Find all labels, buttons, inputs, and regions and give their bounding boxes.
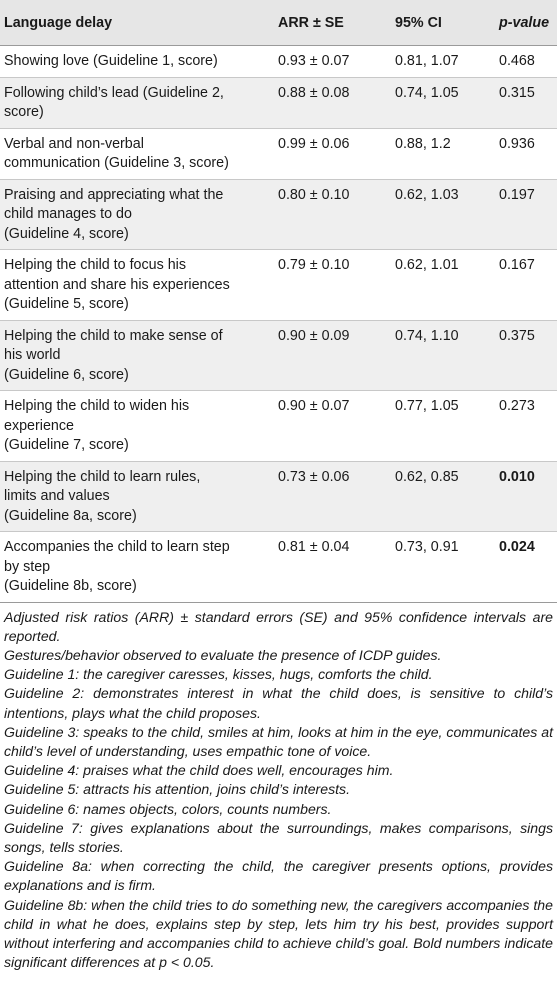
header-95-ci: 95% CI: [391, 0, 495, 46]
p-value-cell: 0.167: [495, 249, 557, 321]
table-row: Praising and appreciating what the child …: [0, 179, 557, 250]
table-row: Accompanies the child to learn step by st…: [0, 531, 557, 603]
table-row: Following child’s lead (Guideline 2, scor…: [0, 77, 557, 129]
row-label-line: Helping the child to make sense of: [4, 327, 223, 344]
row-label: Praising and appreciating what the child …: [0, 179, 274, 250]
language-delay-table: Language delay ARR ± SE 95% CI p-value S…: [0, 0, 557, 603]
arr-se-cell: 0.88 ± 0.08: [274, 77, 391, 129]
p-value-cell: 0.315: [495, 77, 557, 129]
footnote: Adjusted risk ratios (ARR) ± standard er…: [4, 608, 553, 644]
row-label-line: Helping the child to widen his: [4, 398, 190, 414]
footnote: Guideline 8b: when the child tries to do…: [4, 896, 553, 971]
row-label-line: (Guideline 7, score): [4, 437, 129, 453]
arr-se-cell: 0.99 ± 0.06: [274, 128, 391, 180]
row-label-line: his world: [4, 347, 61, 363]
table-row: Helping the child to learn rules, limits …: [0, 461, 557, 532]
row-label-line: score): [4, 104, 44, 120]
row-label-line: (Guideline 6, score): [4, 366, 129, 383]
footnote: Guideline 7: gives explanations about th…: [4, 819, 553, 855]
footnote: Guideline 3: speaks to the child, smiles…: [4, 723, 553, 759]
row-label: Verbal and non-verbal communication (Guid…: [0, 128, 274, 180]
row-label-line: experience: [4, 417, 74, 434]
ci-cell: 0.88, 1.2: [391, 128, 495, 180]
footnote: Guideline 1: the caregiver caresses, kis…: [4, 666, 433, 683]
row-label-line: Showing love (Guideline 1, score): [4, 53, 218, 69]
ci-cell: 0.74, 1.10: [391, 320, 495, 391]
row-label-line: limits and values: [4, 488, 110, 504]
row-label-line: (Guideline 4, score): [4, 225, 129, 242]
table-row: Helping the child to focus his attention …: [0, 249, 557, 321]
header-arr-se: ARR ± SE: [274, 0, 391, 46]
row-label: Accompanies the child to learn step by st…: [0, 531, 274, 603]
ci-cell: 0.77, 1.05: [391, 390, 495, 462]
table-row: Verbal and non-verbal communication (Guid…: [0, 128, 557, 180]
arr-se-cell: 0.93 ± 0.07: [274, 45, 391, 78]
footnote: Guideline 5: attracts his attention, joi…: [4, 781, 350, 798]
row-label: Helping the child to make sense of his wo…: [0, 320, 274, 391]
arr-se-cell: 0.80 ± 0.10: [274, 179, 391, 250]
footnote: Guideline 2: demonstrates interest in wh…: [4, 685, 553, 721]
row-label: Following child’s lead (Guideline 2, scor…: [0, 77, 274, 129]
p-value-cell: 0.273: [495, 390, 557, 462]
row-label-line: (Guideline 8b, score): [4, 578, 137, 594]
row-label-line: by step: [4, 558, 51, 575]
ci-cell: 0.62, 0.85: [391, 461, 495, 532]
footnote: Gestures/behavior observed to evaluate t…: [4, 646, 442, 663]
row-label-line: attention and share his experiences: [4, 276, 230, 293]
ci-cell: 0.81, 1.07: [391, 45, 495, 78]
footnote: Guideline 4: praises what the child does…: [4, 762, 394, 779]
p-value-cell: 0.468: [495, 45, 557, 78]
table-header-row: Language delay ARR ± SE 95% CI p-value: [0, 0, 557, 46]
row-label-line: Helping the child to learn rules,: [4, 468, 201, 485]
p-value-cell: 0.024: [495, 531, 557, 603]
p-value-cell: 0.375: [495, 320, 557, 391]
p-value-cell: 0.010: [495, 461, 557, 532]
arr-se-cell: 0.73 ± 0.06: [274, 461, 391, 532]
arr-se-cell: 0.81 ± 0.04: [274, 531, 391, 603]
arr-se-cell: 0.90 ± 0.09: [274, 320, 391, 391]
row-label-line: Following child’s lead (Guideline 2,: [4, 84, 224, 101]
row-label: Helping the child to learn rules, limits …: [0, 461, 274, 532]
ci-cell: 0.62, 1.01: [391, 249, 495, 321]
ci-cell: 0.73, 0.91: [391, 531, 495, 603]
row-label: Helping the child to focus his attention …: [0, 249, 274, 321]
row-label-line: Praising and appreciating what the: [4, 186, 224, 203]
p-value-cell: 0.936: [495, 128, 557, 180]
p-value-cell: 0.197: [495, 179, 557, 250]
row-label-line: Verbal and non-verbal: [4, 135, 144, 152]
table-row: Helping the child to widen his experience…: [0, 390, 557, 462]
table-row: Helping the child to make sense of his wo…: [0, 320, 557, 391]
row-label-line: (Guideline 5, score): [4, 296, 129, 312]
footnote: Guideline 8a: when correcting the child,…: [4, 858, 553, 894]
row-label: Showing love (Guideline 1, score): [0, 45, 274, 78]
row-label-line: child manages to do: [4, 206, 132, 222]
table-row: Showing love (Guideline 1, score) 0.93 ± …: [0, 45, 557, 78]
row-label-line: communication (Guideline 3, score): [4, 155, 229, 171]
ci-cell: 0.74, 1.05: [391, 77, 495, 129]
arr-se-cell: 0.79 ± 0.10: [274, 249, 391, 321]
row-label-line: Accompanies the child to learn step: [4, 539, 230, 555]
footnote: Guideline 6: names objects, colors, coun…: [4, 800, 332, 817]
header-language-delay: Language delay: [0, 0, 274, 46]
ci-cell: 0.62, 1.03: [391, 179, 495, 250]
arr-se-cell: 0.90 ± 0.07: [274, 390, 391, 462]
row-label-line: (Guideline 8a, score): [4, 507, 137, 524]
row-label: Helping the child to widen his experience…: [0, 390, 274, 462]
table-footnotes: Adjusted risk ratios (ARR) ± standard er…: [0, 603, 557, 973]
header-p-value: p-value: [495, 0, 557, 46]
row-label-line: Helping the child to focus his: [4, 257, 186, 273]
